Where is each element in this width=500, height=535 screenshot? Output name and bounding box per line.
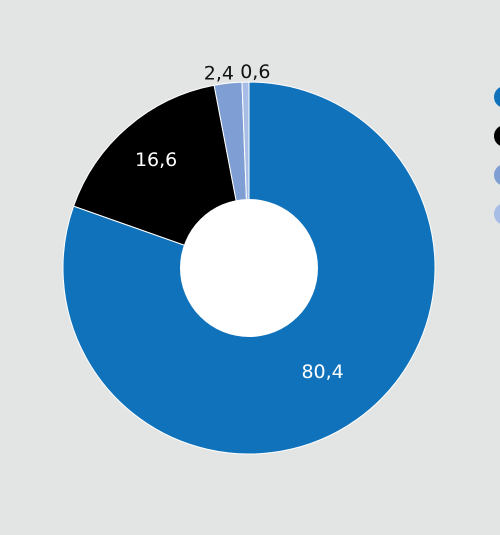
legend-marker-3 — [494, 203, 500, 225]
data-label-2: 2,4 — [204, 62, 234, 84]
donut-hole — [180, 199, 318, 337]
data-label-1: 16,6 — [135, 149, 177, 171]
data-label-3: 0,6 — [240, 61, 270, 83]
data-label-0: 80,4 — [301, 361, 343, 383]
legend-marker-1 — [494, 125, 500, 147]
legend-marker-0 — [494, 86, 500, 108]
label-group: 80,4 16,6 2,4 0,6 — [135, 61, 344, 383]
legend-marker-2 — [494, 164, 500, 186]
